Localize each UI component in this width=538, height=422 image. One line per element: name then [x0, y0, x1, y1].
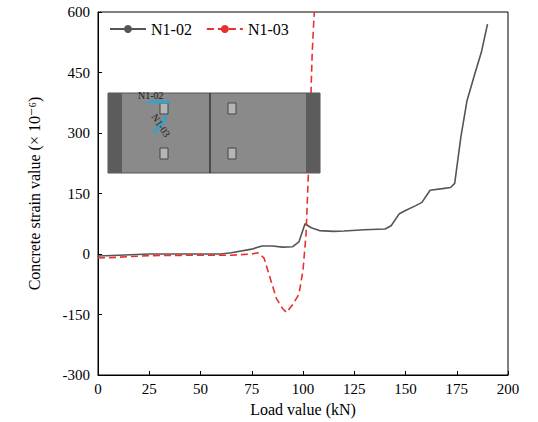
- svg-text:-300: -300: [63, 367, 91, 383]
- svg-text:200: 200: [497, 381, 520, 397]
- svg-text:0: 0: [94, 381, 102, 397]
- svg-text:125: 125: [343, 381, 366, 397]
- svg-text:Concrete strain value (× 10⁻⁶): Concrete strain value (× 10⁻⁶): [26, 97, 44, 291]
- svg-text:25: 25: [142, 381, 157, 397]
- svg-text:Load value (kN): Load value (kN): [250, 401, 356, 419]
- svg-text:150: 150: [68, 186, 91, 202]
- svg-text:50: 50: [193, 381, 208, 397]
- svg-text:600: 600: [68, 4, 91, 20]
- svg-text:N1-02: N1-02: [138, 90, 164, 101]
- svg-text:75: 75: [244, 381, 259, 397]
- svg-text:100: 100: [292, 381, 315, 397]
- svg-text:-150: -150: [63, 307, 91, 323]
- svg-text:N1-03: N1-03: [248, 21, 289, 38]
- svg-text:150: 150: [394, 381, 417, 397]
- svg-text:N1-02: N1-02: [151, 21, 192, 38]
- svg-text:N1-03: N1-03: [149, 112, 172, 139]
- svg-text:175: 175: [446, 381, 469, 397]
- svg-text:0: 0: [83, 246, 91, 262]
- svg-text:300: 300: [68, 125, 91, 141]
- svg-text:450: 450: [68, 65, 91, 81]
